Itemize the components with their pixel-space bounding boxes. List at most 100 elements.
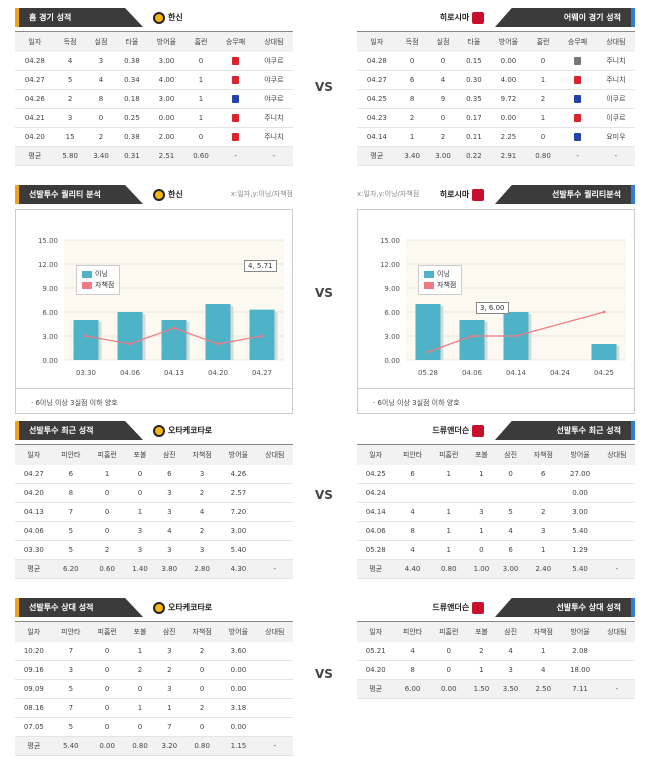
axis-note: x:일자,y:이닝/자책점 <box>357 190 420 198</box>
pitcher-vs-panel-left: 선발투수 상대 성적 오타케코타로 일자 피안타 피홈런 포볼 삼진 자책점 방어율 상대팀 1… <box>15 595 293 756</box>
average-cell: 평균 <box>357 559 395 579</box>
column-header: 삼진 <box>495 621 526 642</box>
table-cell <box>598 464 635 484</box>
result-loss-icon <box>232 76 240 84</box>
table-row: 04.21 3 0 0.25 0.00 1 주니치 <box>15 108 293 128</box>
table-cell <box>256 521 293 541</box>
table-cell: 3.00 <box>147 51 186 71</box>
table-cell <box>256 660 293 680</box>
y-tick-label: 6.00 <box>42 309 58 317</box>
earned-runs-point[interactable] <box>514 334 518 338</box>
average-cell: 2.40 <box>525 559 562 579</box>
innings-bar[interactable] <box>591 344 617 360</box>
table-cell: 0.15 <box>458 51 490 71</box>
pitcher-name: 오타케코타로 <box>168 426 213 435</box>
earned-runs-point[interactable] <box>602 310 606 314</box>
chart-legend: 이닝 자책점 <box>76 265 121 295</box>
innings-bar[interactable] <box>459 320 485 360</box>
earned-runs-line <box>427 311 605 353</box>
column-header: 포볼 <box>466 621 496 642</box>
table-cell: 1 <box>430 502 467 522</box>
table-cell: 6 <box>154 464 184 484</box>
table-cell: 2.08 <box>561 641 599 661</box>
table-cell: 4.00 <box>147 70 186 90</box>
team-name: 한신 <box>168 13 183 22</box>
earned-runs-point[interactable] <box>84 334 88 338</box>
table-cell: 04.27 <box>15 464 53 484</box>
earned-runs-point[interactable] <box>216 342 220 346</box>
table-row: 04.23 2 0 0.17 0.00 1 이쿠르 <box>357 108 635 128</box>
average-cell: 3.00 <box>495 559 526 579</box>
column-header: 실점 <box>427 31 459 52</box>
innings-bar[interactable] <box>161 320 187 360</box>
table-cell: 1 <box>89 464 126 484</box>
earned-runs-point[interactable] <box>426 350 430 354</box>
table-cell: 2 <box>183 698 221 718</box>
table-cell: 2 <box>154 660 184 680</box>
table-cell: 2 <box>125 660 155 680</box>
earned-runs-point[interactable] <box>260 334 264 338</box>
earned-runs-point[interactable] <box>470 334 474 338</box>
quality-chart: 0.00 3.00 6.00 9.00 12.00 15.00 03.30 04.06 04.1… <box>15 209 293 414</box>
column-header: 타율 <box>458 31 490 52</box>
column-header: 일자 <box>357 444 395 465</box>
table-row: 04.27 6 4 0.30 4.00 1 주니치 <box>357 70 635 90</box>
hanshin-logo-icon <box>153 11 165 24</box>
column-header: 일자 <box>15 621 53 642</box>
table-cell: 4.26 <box>220 464 257 484</box>
pitcher-vs-panel-right: 드류앤더슨 선발투수 상대 성적 일자 피안타 피홈런 포볼 삼진 자책점 방어율 상대팀 05… <box>357 595 635 699</box>
table-cell: 5.40 <box>220 540 257 560</box>
table-cell: 4 <box>394 641 431 661</box>
average-row: 평균 3.40 3.00 0.22 2.91 0.80- - <box>357 146 635 166</box>
table-cell: 3.00 <box>147 89 186 109</box>
table-cell: 04.14 <box>357 127 397 147</box>
table-cell: 0 <box>85 108 117 128</box>
earned-runs-point[interactable] <box>172 326 176 330</box>
table-cell: 15 <box>54 127 86 147</box>
innings-bar[interactable] <box>205 304 231 360</box>
average-cell: 0.80 <box>430 559 467 579</box>
legend-swatch-er <box>82 281 92 289</box>
average-cell: 2.50 <box>525 679 562 699</box>
column-header: 피홈런 <box>430 444 467 465</box>
table-row: 04.28 4 3 0.38 3.00 0 야쿠르 <box>15 51 293 71</box>
table-header-row: 일자 득점 실점 타율 방어율 홈런 승무패 상대팀 <box>15 31 293 52</box>
average-cell: - <box>558 146 597 166</box>
table-cell: 04.20 <box>357 660 395 680</box>
table-cell: 9.72 <box>489 89 528 109</box>
table-cell: 0 <box>183 717 221 737</box>
table-cell: 0 <box>430 641 467 661</box>
chart-tooltip: 3, 6.00 <box>476 302 509 314</box>
table-cell: 4 <box>394 540 431 560</box>
team-name: 히로시마 <box>439 13 470 22</box>
table-cell: 0 <box>527 51 559 71</box>
innings-bar[interactable] <box>73 320 99 360</box>
average-cell: - <box>596 146 635 166</box>
result-loss-icon <box>232 133 240 141</box>
section-title: 선발투수 상대 성적 <box>15 598 143 617</box>
y-tick-label: 9.00 <box>42 285 58 293</box>
table-cell: 05.21 <box>357 641 395 661</box>
average-cell: 3.80 <box>154 559 184 579</box>
table-cell: 0.11 <box>458 127 490 147</box>
chart-legend: 이닝 자책점 <box>418 265 463 295</box>
table-cell: 0.35 <box>458 89 490 109</box>
pitcher-table: 일자 피안타 피홈런 포볼 삼진 자책점 방어율 상대팀 04.25 6 1 1 0 6 27.00 04.2… <box>357 444 635 579</box>
x-tick-label: 04.13 <box>164 369 184 377</box>
earned-runs-point[interactable] <box>128 342 132 346</box>
table-cell <box>598 641 635 661</box>
column-header: 승무패 <box>558 31 597 52</box>
innings-bar[interactable] <box>117 312 143 360</box>
table-cell: 0 <box>125 679 155 699</box>
average-cell: 3.40 <box>85 146 117 166</box>
table-cell: 3 <box>154 483 184 503</box>
section-title: 선발투수 최근 성적 <box>15 421 143 440</box>
table-cell: 3 <box>125 521 155 541</box>
table-cell: 0 <box>185 51 217 71</box>
y-tick-label: 6.00 <box>384 309 400 317</box>
table-cell: 4.00 <box>489 70 528 90</box>
vs-label: VS <box>315 80 333 94</box>
column-header: 타율 <box>116 31 148 52</box>
table-cell <box>256 464 293 484</box>
table-cell: 1 <box>525 641 562 661</box>
